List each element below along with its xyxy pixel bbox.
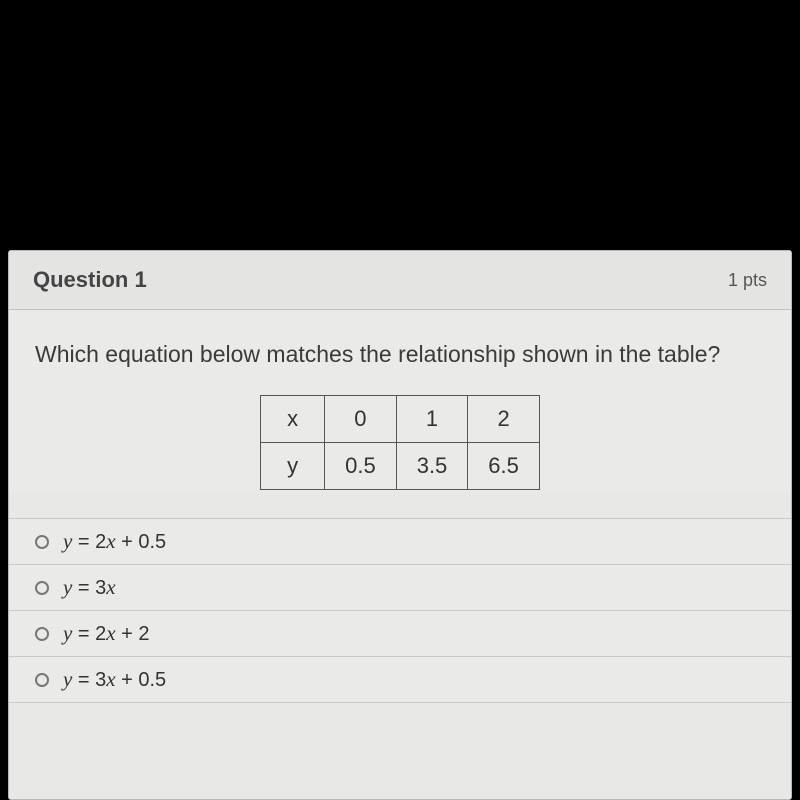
question-prompt: Which equation below matches the relatio…	[35, 338, 765, 371]
option-b[interactable]: y = 3x	[9, 565, 791, 611]
table-cell: 0.5	[325, 443, 397, 490]
table-cell: 2	[468, 396, 540, 443]
option-c[interactable]: y = 2x + 2	[9, 611, 791, 657]
table-cell: 0	[325, 396, 397, 443]
table-cell: 1	[396, 396, 468, 443]
question-points: 1 pts	[728, 270, 767, 291]
table-header-y: y	[261, 443, 325, 490]
option-a[interactable]: y = 2x + 0.5	[9, 519, 791, 565]
table-cell: 6.5	[468, 443, 540, 490]
option-label: y = 3x + 0.5	[63, 667, 166, 692]
radio-icon	[35, 535, 49, 549]
data-table: x 0 1 2 y 0.5 3.5 6.5	[260, 395, 540, 490]
radio-icon	[35, 673, 49, 687]
radio-icon	[35, 581, 49, 595]
table-header-x: x	[261, 396, 325, 443]
table-row: x 0 1 2	[261, 396, 540, 443]
option-label: y = 2x + 2	[63, 621, 150, 646]
option-label: y = 3x	[63, 575, 116, 600]
table-row: y 0.5 3.5 6.5	[261, 443, 540, 490]
radio-icon	[35, 627, 49, 641]
table-cell: 3.5	[396, 443, 468, 490]
option-label: y = 2x + 0.5	[63, 529, 166, 554]
question-header: Question 1 1 pts	[9, 251, 791, 310]
question-body: Which equation below matches the relatio…	[9, 310, 791, 490]
question-title: Question 1	[33, 267, 147, 293]
option-d[interactable]: y = 3x + 0.5	[9, 657, 791, 703]
quiz-container: Question 1 1 pts Which equation below ma…	[8, 250, 792, 800]
answer-options: y = 2x + 0.5 y = 3x y = 2x + 2 y = 3x + …	[9, 518, 791, 703]
